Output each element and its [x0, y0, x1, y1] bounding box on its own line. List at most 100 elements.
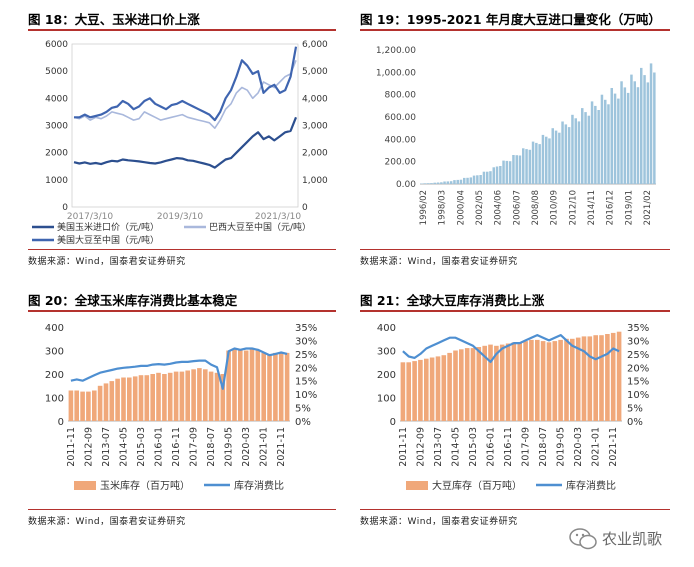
fig20-ytick-right: 5%	[295, 404, 311, 415]
fig20-ytick-left: 200	[45, 370, 64, 381]
fig21-bar	[529, 339, 534, 421]
fig20-xtick: 2013-07	[101, 427, 112, 467]
fig19-bar	[440, 182, 443, 184]
fig19-bar	[564, 124, 568, 184]
fig19-ytick: 400.00	[385, 135, 417, 145]
fig21-bar	[535, 339, 540, 421]
fig19-bar	[600, 94, 604, 184]
fig19-bar	[577, 121, 581, 184]
fig19-ytick: 200.00	[385, 158, 417, 168]
fig21-ytick-left: 200	[377, 370, 396, 381]
fig21-ytick-left: 100	[377, 394, 396, 405]
fig21-bar	[587, 336, 593, 421]
fig21-xtick: 2016-11	[503, 427, 514, 467]
fig20-ytick-right: 10%	[295, 390, 317, 401]
fig20-xtick: 2015-03	[136, 427, 147, 467]
watermark-text: 农业凯歌	[602, 530, 662, 548]
fig19-xtick: 2006/07	[512, 190, 522, 225]
fig21-ytick-right: 20%	[627, 363, 649, 374]
fig18-ytick-right: 5,000	[302, 67, 328, 77]
fig20-bar	[97, 385, 103, 422]
fig20-bar	[197, 368, 202, 421]
fig19-bar	[446, 181, 450, 184]
fig21-bar	[610, 332, 616, 421]
fig19-bar	[554, 130, 558, 184]
fig21-bar	[424, 358, 429, 421]
fig20-bar	[191, 369, 196, 421]
fig19-xtick: 1996/02	[419, 190, 429, 225]
fig19-bar	[538, 144, 541, 184]
fig20-bar	[267, 354, 272, 421]
fig18-ytick-left: 0	[62, 203, 68, 213]
fig20-bar	[255, 350, 261, 421]
fig19-bar	[567, 127, 571, 184]
fig19-ytick: 0.00	[396, 180, 416, 190]
fig19-bar	[508, 161, 512, 184]
fig20-xtick: 2019-05	[224, 427, 235, 467]
fig19-bar	[518, 155, 522, 184]
fig19-bar	[541, 134, 545, 184]
fig20-bar	[74, 390, 79, 421]
fig21-bar	[540, 341, 546, 421]
fig18-legend-label: 美国玉米进口价（元/吨）	[57, 221, 159, 233]
fig19-xtick: 2014/11	[587, 190, 597, 225]
fig19-bar	[548, 138, 551, 184]
fig20-bar	[162, 374, 167, 421]
fig19-bar	[430, 183, 433, 184]
fig20-xtick: 2017-09	[189, 427, 200, 467]
fig19-bar	[640, 67, 643, 184]
fig18-ytick-right: 3,000	[302, 122, 328, 132]
fig19-bar	[597, 110, 600, 184]
fig19-bar	[512, 155, 515, 184]
fig20-xtick: 2016-01	[154, 427, 165, 467]
fig20-title-rule	[28, 310, 336, 312]
fig19-xtick: 2021/02	[643, 190, 653, 225]
fig21-bar	[400, 362, 406, 422]
fig19-bar	[646, 82, 650, 184]
fig20-ytick-right: 15%	[295, 377, 317, 388]
fig21-ytick-left: 300	[377, 347, 396, 358]
fig19-bar	[443, 181, 446, 184]
fig20-xtick: 2012-09	[84, 427, 95, 467]
fig20-xtick: 2018-07	[206, 427, 217, 467]
fig18-source: 数据来源：Wind，国泰君安证券研究	[28, 257, 186, 267]
fig19-bar	[427, 183, 430, 184]
fig20-ytick-right: 35%	[295, 323, 317, 334]
fig20-ytick-left: 300	[45, 347, 64, 358]
fig19-chart: 0.00 200.00 400.00 600.00 800.00 1,000.00 1,20…	[376, 46, 656, 225]
fig20-source: 数据来源：Wind，国泰君安证券研究	[28, 517, 186, 527]
fig19-bar	[486, 171, 489, 184]
fig19-xtick: 2008/08	[531, 190, 541, 225]
fig21-bar	[470, 348, 476, 421]
fig20-bar	[92, 390, 97, 421]
fig21-ytick-right: 5%	[627, 404, 643, 415]
fig21-title-rule	[360, 310, 670, 312]
fig21-bar	[482, 345, 487, 421]
fig19-bar	[630, 74, 633, 184]
fig20-xtick: 2014-05	[119, 427, 130, 467]
fig19-bar	[453, 180, 456, 184]
fig20-bar	[238, 350, 243, 421]
fig21-bar	[499, 344, 505, 421]
fig18-ytick-left: 6000	[45, 40, 68, 50]
fig19-bar	[495, 166, 499, 184]
fig20-bar	[121, 377, 126, 421]
fig19-title-rule	[360, 29, 670, 31]
fig21-ratio-line	[402, 334, 620, 364]
fig19-bar	[551, 128, 554, 184]
fig21-bar	[441, 355, 447, 421]
fig21-bar	[558, 339, 563, 421]
fig20-legend-bar-label: 玉米库存（百万吨）	[100, 479, 190, 492]
fig18-xtick: 2019/3/10	[157, 212, 203, 222]
fig20-bar	[208, 371, 214, 421]
fig20-bar	[103, 383, 109, 421]
fig19-bar	[574, 118, 577, 184]
fig20-bar	[150, 374, 155, 421]
fig19-bar	[594, 105, 597, 184]
fig19-bar	[522, 148, 525, 184]
fig20-legend-line-label: 库存消费比	[234, 479, 284, 492]
fig21-legend-bar-label: 大豆库存（百万吨）	[432, 479, 522, 492]
fig19-bar	[613, 93, 617, 184]
fig18-series-line	[74, 46, 298, 122]
watermark: 农业凯歌	[566, 523, 686, 553]
